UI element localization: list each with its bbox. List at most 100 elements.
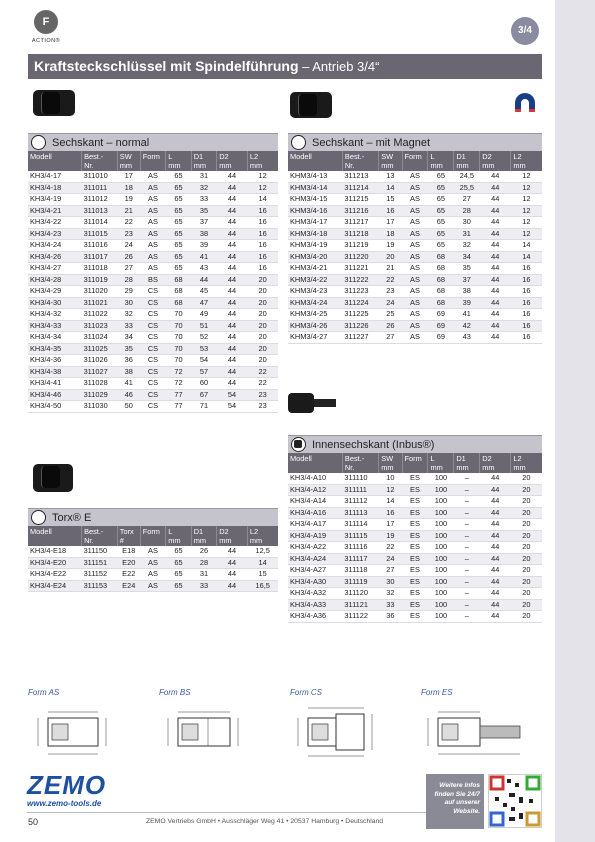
table-cell: 25,5 (453, 182, 480, 194)
table-cell: 20 (247, 343, 278, 355)
table-row: KH3/4-A12 311111 12 ES 100–44 20 (288, 484, 542, 496)
form-as-drawing (30, 700, 140, 760)
table-cell: KHM3/4-21 (288, 262, 343, 275)
table-cell: 65 (165, 239, 192, 252)
table-cell: 65 (427, 171, 454, 183)
column-header: Best.- Nr. (342, 151, 380, 171)
table-cell: 311026 (81, 354, 118, 367)
table-cell: 18 (378, 228, 403, 240)
table-cell: E20 (117, 557, 141, 569)
table-cell: CS (140, 285, 166, 298)
table-cell: ES (402, 599, 428, 611)
table-cell: ES (402, 541, 428, 554)
table-cell: 311013 (81, 205, 118, 217)
column-header: D2 mm (479, 151, 512, 171)
column-header: D1 mm (453, 151, 481, 171)
column-header: SW mm (378, 151, 403, 171)
table-cell: 32 (453, 239, 480, 252)
table-cell: 16 (247, 205, 278, 217)
table-cell: 60 (191, 377, 217, 390)
table-cell: 14 (510, 251, 542, 263)
table-cell: 311120 (342, 587, 379, 600)
table-cell: 311119 (342, 576, 379, 588)
table-cell: KH3/4-24 (28, 239, 82, 252)
table-cell: 16 (510, 285, 542, 298)
table-cell: 44 (216, 354, 248, 367)
table-cell: KH3/4-38 (28, 366, 82, 378)
table-cell: 26 (117, 251, 141, 263)
table-cell: CS (140, 377, 166, 390)
table-row: KH3/4-A22 311116 22 ES 100–44 20 (288, 541, 542, 554)
table-cell: 44 (216, 239, 248, 252)
table-row: KH3/4-46 311029 46 CS 77 67 54 23 (28, 389, 278, 401)
table-cell: 16 (510, 331, 542, 344)
table-cell: 311118 (342, 564, 379, 577)
table-cell: 27 (453, 193, 480, 206)
table-cell: 31 (453, 228, 480, 240)
table-cell: 311223 (342, 285, 379, 298)
table-cell: 44 (479, 308, 511, 321)
table-cell: 31 (191, 568, 217, 581)
table-cell: – (453, 541, 480, 554)
table-cell: 16 (510, 262, 542, 275)
table-cell: 65 (165, 228, 192, 240)
table-cell: 27 (378, 331, 403, 344)
socket-photo-torx (33, 464, 73, 492)
table-cell: KH3/4-E22 (28, 568, 82, 581)
table-cell: 20 (510, 518, 542, 531)
table-cell: 311112 (342, 495, 379, 508)
zemo-url[interactable]: www.zemo-tools.de (27, 799, 102, 808)
table-cell: ES (402, 610, 428, 623)
table-row: KH3/4-E20 311151 E20 AS 65 28 44 14 (28, 557, 278, 569)
table-cell: 100 (427, 553, 454, 565)
table-cell: AS (402, 228, 428, 240)
table-cell: 30 (453, 216, 480, 229)
table-cell: CS (140, 389, 166, 401)
table-cell: 22 (378, 541, 403, 554)
table-cell: 19 (117, 193, 141, 206)
table-cell: 12 (378, 484, 403, 496)
table-cell: 54 (191, 354, 217, 367)
table-cell: 44 (479, 171, 511, 183)
table-cell: AS (402, 205, 428, 217)
table-cell: KHM3/4-19 (288, 239, 343, 252)
table-cell: AS (402, 285, 428, 298)
table-cell: 44 (216, 171, 248, 183)
table-cell: 22 (117, 216, 141, 229)
table-cell: 30 (117, 297, 141, 309)
table-cell: 20 (378, 251, 403, 263)
table-cell: 16 (510, 308, 542, 321)
table-row: KHM3/4-18 311218 18 AS 65 31 44 12 (288, 228, 542, 240)
magnet-icon (510, 92, 540, 116)
table-cell: 35 (191, 205, 217, 217)
table-cell: KH3/4-32 (28, 308, 82, 321)
table-cell: KH3/4-21 (28, 205, 82, 217)
table-cell: ES (402, 530, 428, 542)
table-cell: 44 (479, 473, 511, 485)
table-row: KH3/4-24 311016 24 AS 65 39 44 16 (28, 239, 278, 252)
table-cell: 44 (479, 518, 511, 531)
table-cell: AS (140, 182, 166, 194)
table-cell: 44 (479, 587, 511, 600)
table-cell: 20 (247, 297, 278, 309)
table-row: KHM3/4-20 311220 20 AS 68 34 44 14 (288, 251, 542, 263)
table-cell: 44 (479, 507, 511, 519)
table-cell: 65 (165, 193, 192, 206)
hex-profile-icon (291, 135, 306, 150)
column-header: L2 mm (510, 151, 542, 171)
table-cell: 311014 (81, 216, 118, 229)
table-cell: 311020 (81, 285, 118, 298)
table-cell: 70 (165, 343, 192, 355)
table-cell: 72 (165, 377, 192, 390)
table-cell: 21 (117, 205, 141, 217)
table-row: KH3/4-A19 311115 19 ES 100–44 20 (288, 530, 542, 542)
table-cell: 16 (247, 216, 278, 229)
table-cell: 46 (117, 389, 141, 401)
table-cell: 44 (479, 541, 511, 554)
table-cell: 50 (117, 400, 141, 413)
table-cell: 17 (117, 171, 141, 183)
table-cell: 23 (117, 228, 141, 240)
qr-code[interactable] (488, 774, 542, 828)
table-cell: KHM3/4-13 (288, 171, 343, 183)
